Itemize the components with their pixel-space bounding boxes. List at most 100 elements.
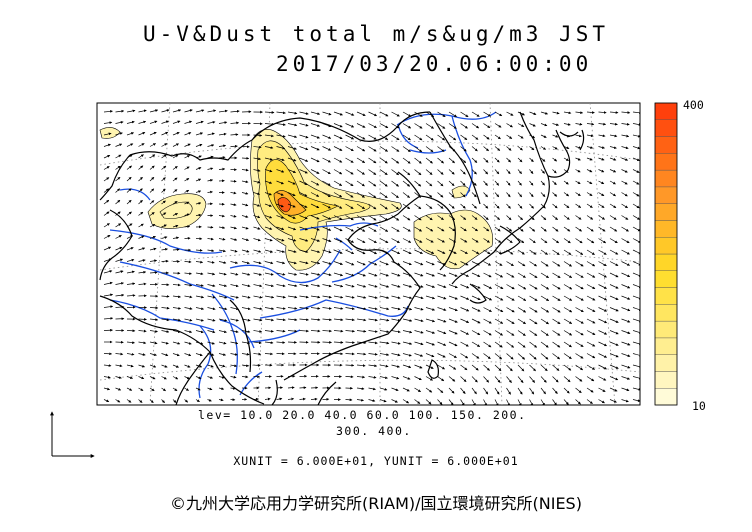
- wind-arrow: [448, 341, 458, 347]
- wind-arrow: [402, 123, 412, 129]
- wind-arrow: [115, 109, 125, 113]
- wind-arrow: [138, 364, 146, 368]
- dust-concentration-fills: [99, 127, 493, 271]
- wind-arrow: [448, 353, 457, 358]
- wind-arrow: [230, 364, 238, 368]
- wind-arrow: [253, 272, 262, 276]
- wind-arrow: [506, 284, 515, 290]
- wind-arrow: [276, 134, 286, 138]
- wind-arrow: [368, 284, 378, 288]
- wind-arrow: [356, 111, 366, 116]
- wind-arrow: [253, 157, 262, 161]
- wind-arrow: [471, 192, 477, 198]
- wind-arrow: [575, 203, 582, 208]
- wind-arrow: [529, 169, 534, 174]
- wind-arrow: [540, 295, 550, 301]
- wind-arrow: [391, 330, 401, 334]
- wind-arrow: [586, 169, 593, 173]
- wind-arrow: [621, 284, 631, 289]
- wind-arrow: [425, 249, 435, 254]
- wind-arrow: [195, 364, 203, 368]
- wind-arrow: [586, 192, 593, 196]
- wind-arrow: [195, 272, 204, 276]
- wind-arrow: [230, 203, 237, 207]
- wind-arrow: [310, 157, 320, 163]
- wind-arrow: [632, 157, 640, 162]
- wind-arrow: [333, 226, 343, 232]
- wind-arrow: [425, 111, 435, 117]
- wind-arrow: [529, 272, 538, 278]
- map-title: U-V&Dust total m/s&ug/m3 JST: [142, 22, 609, 46]
- wind-arrow: [483, 353, 491, 359]
- wind-arrow: [126, 143, 134, 147]
- wind-arrow: [322, 340, 332, 344]
- wind-arrow: [529, 111, 537, 115]
- wind-arrow: [506, 330, 515, 336]
- wind-arrow: [253, 318, 263, 322]
- wind-arrow: [299, 226, 308, 231]
- wind-arrow: [299, 192, 308, 197]
- colorbar-swatch: [654, 388, 678, 406]
- wind-arrow: [483, 226, 490, 232]
- wind-arrow: [471, 134, 479, 140]
- wind-arrow: [379, 123, 389, 129]
- wind-arrow: [586, 261, 596, 267]
- wind-arrow: [241, 203, 249, 207]
- wind-arrow: [333, 318, 344, 322]
- wind-arrow: [310, 329, 321, 333]
- wind-arrow: [563, 284, 573, 290]
- wind-arrow: [115, 376, 122, 379]
- wind-arrow: [241, 330, 251, 333]
- wind-arrow: [575, 353, 584, 359]
- wind-arrow: [598, 353, 608, 358]
- wind-arrow: [149, 212, 155, 216]
- wind-arrow: [218, 214, 225, 218]
- wind-arrow: [161, 154, 167, 159]
- wind-arrow: [161, 330, 170, 333]
- wind-arrow: [391, 284, 401, 288]
- wind-arrow: [126, 165, 132, 170]
- wind-arrow: [483, 180, 488, 186]
- wind-arrow: [598, 111, 607, 114]
- wind-arrow: [552, 272, 561, 278]
- wind-arrow: [425, 123, 434, 129]
- wind-arrow: [483, 330, 492, 336]
- wind-arrow: [575, 157, 581, 161]
- unit-arrows: [50, 411, 95, 458]
- wind-arrow: [414, 238, 423, 243]
- wind-arrow: [356, 318, 367, 322]
- wind-arrow: [276, 295, 286, 299]
- wind-arrow: [207, 330, 216, 334]
- wind-arrow: [483, 272, 492, 278]
- wind-arrow: [460, 123, 468, 129]
- wind-arrow: [230, 318, 239, 322]
- wind-arrow: [483, 203, 489, 209]
- wind-arrow: [310, 272, 321, 276]
- wind-arrow: [483, 215, 489, 221]
- wind-arrow: [345, 352, 355, 356]
- wind-arrow: [425, 192, 433, 198]
- wind-arrow: [103, 317, 114, 320]
- wind-arrow: [299, 111, 309, 115]
- wind-arrow: [299, 249, 309, 253]
- wind-arrow: [494, 272, 504, 278]
- wind-arrow: [368, 307, 378, 311]
- wind-arrow: [506, 203, 511, 209]
- wind-arrow: [310, 111, 321, 116]
- wind-arrow: [287, 272, 298, 276]
- wind-arrow: [552, 261, 561, 267]
- wind-arrow: [345, 318, 355, 322]
- wind-arrow: [437, 192, 444, 198]
- wind-arrow: [402, 295, 413, 300]
- wind-arrow: [517, 123, 525, 127]
- wind-arrow: [368, 226, 377, 232]
- wind-arrow: [598, 180, 605, 185]
- wind-arrow: [207, 260, 215, 264]
- colorbar-swatch: [654, 186, 678, 204]
- wind-arrow: [483, 364, 490, 371]
- wind-arrow: [345, 307, 355, 310]
- wind-arrow: [552, 330, 561, 336]
- wind-arrow: [586, 307, 596, 312]
- wind-arrow: [609, 203, 617, 208]
- wind-arrow: [586, 295, 596, 301]
